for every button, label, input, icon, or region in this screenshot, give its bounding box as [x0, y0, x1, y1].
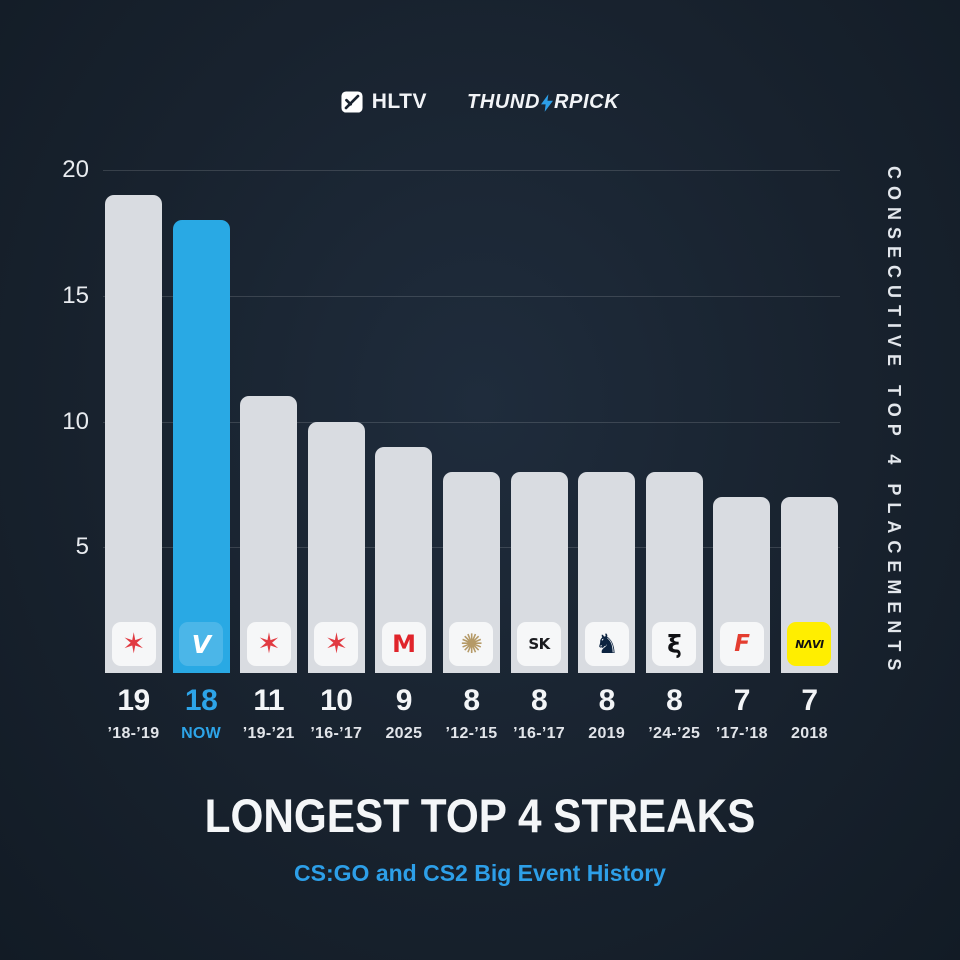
mouz-logo-icon: M	[392, 630, 416, 658]
streak-period: NOW	[181, 725, 222, 742]
streak-period: 2025	[385, 725, 423, 742]
bar-column: F 7 ’17-’18	[713, 170, 771, 758]
header-logos: HLTV THUND RPICK	[0, 90, 960, 114]
chart-title: LONGEST TOP 4 STREAKS	[204, 789, 756, 842]
bar: NΛVI	[780, 496, 838, 673]
team-logo-chip: M	[381, 622, 426, 666]
astralis-logo-icon: ✶	[324, 627, 348, 660]
bar-column: M 9 2025	[375, 170, 433, 758]
bar-chart-plot: ✶ 19 ’18-’19 V 18 NOW ✶ 11 ’19-’21	[62, 156, 840, 742]
streak-value: 8	[598, 684, 616, 717]
streak-period: ’12-’15	[445, 725, 498, 742]
streak-value: 11	[253, 684, 285, 717]
bar: V	[172, 220, 230, 673]
gridline	[103, 421, 840, 423]
bar: ✶	[105, 195, 162, 673]
streak-value: 8	[463, 684, 480, 717]
team-logo-chip: NΛVI	[787, 622, 832, 666]
bar-labels: 8 ’16-’17	[479, 673, 599, 758]
bar-labels: 7 ’17-’18	[682, 673, 802, 758]
gridline	[103, 295, 840, 297]
bar-column: ✺ 8 ’12-’15	[442, 170, 500, 758]
thunderpick-logo: THUND RPICK	[467, 91, 619, 114]
hltv-logo: HLTV	[341, 90, 427, 114]
astralis-logo-icon: ✶	[257, 627, 281, 660]
hltv-icon	[341, 91, 363, 113]
bar-labels: 8 ’12-’15	[411, 673, 531, 758]
navi-logo-icon: NΛVI	[795, 637, 824, 651]
astralis-logo-icon: ✶	[122, 627, 145, 660]
streak-value: 8	[530, 684, 548, 717]
bar-labels: 8 ’24-’25	[614, 673, 734, 758]
streak-period: 2018	[791, 725, 828, 742]
bar-column: ✶ 10 ’16-’17	[307, 170, 365, 758]
faze-logo-icon: F	[734, 630, 750, 657]
y-axis-tick-label: 20	[62, 156, 89, 183]
bar: SK	[510, 471, 568, 673]
streak-period: ’19-’21	[242, 725, 295, 742]
team-logo-chip: F	[719, 622, 764, 666]
bar: M	[375, 446, 433, 673]
streak-value: 18	[184, 684, 218, 717]
team-logo-chip: ♞	[584, 622, 629, 666]
y-axis-title: CONSECUTIVE TOP 4 PLACEMENTS	[884, 166, 904, 678]
streak-value: 19	[117, 684, 150, 717]
nip-logo-icon: ✺	[460, 628, 483, 660]
lightning-bolt-icon	[541, 94, 554, 112]
bar-labels: 8 2019	[547, 673, 667, 758]
bar-column: ξ 8 ’24-’25	[645, 170, 703, 758]
team-logo-chip: V	[179, 622, 224, 666]
streak-value: 7	[733, 684, 751, 717]
bar-column: V 18 NOW	[172, 170, 230, 758]
team-logo-chip: ✶	[246, 622, 291, 666]
thunderpick-wordmark-left: THUND	[467, 90, 541, 113]
spirit-logo-icon: ξ	[667, 629, 682, 659]
chart-subtitle: CS:GO and CS2 Big Event History	[294, 860, 666, 886]
hltv-wordmark: HLTV	[371, 90, 428, 113]
bar-labels: 19 ’18-’19	[74, 673, 194, 758]
bar-column: ✶ 11 ’19-’21	[240, 170, 298, 758]
bar: ♞	[578, 471, 636, 673]
thunderpick-wordmark-right: RPICK	[554, 90, 620, 113]
bar-labels: 9 2025	[344, 673, 464, 758]
y-axis-tick-label: 15	[62, 281, 89, 309]
streak-period: ’18-’19	[107, 725, 160, 742]
streak-period: ’24-’25	[648, 725, 701, 742]
team-logo-chip: ✶	[314, 622, 359, 666]
streak-period: ’16-’17	[310, 725, 363, 742]
bar: ✺	[442, 471, 500, 673]
bar: ξ	[645, 471, 703, 673]
streak-value: 8	[666, 684, 683, 717]
y-axis-tick-label: 10	[62, 407, 89, 435]
bar-column: NΛVI 7 2018	[780, 170, 838, 758]
team-logo-chip: ✺	[449, 622, 494, 666]
team-logo-chip: ξ	[652, 622, 697, 666]
team-logo-chip: ✶	[111, 622, 156, 666]
bar-column: ♞ 8 2019	[578, 170, 636, 758]
bar-labels: 11 ’19-’21	[209, 673, 329, 758]
bar-labels: 7 2018	[749, 673, 869, 758]
liquid-logo-icon: ♞	[594, 628, 619, 660]
bar: ✶	[307, 421, 365, 673]
streak-period: ’16-’17	[513, 725, 566, 742]
y-axis-tick-label: 5	[75, 533, 89, 561]
streak-period: 2019	[588, 725, 626, 742]
bars-container: ✶ 19 ’18-’19 V 18 NOW ✶ 11 ’19-’21	[105, 170, 838, 758]
bar: F	[713, 496, 771, 673]
bar-column: ✶ 19 ’18-’19	[105, 170, 162, 758]
streak-period: ’17-’18	[715, 725, 768, 742]
streak-value: 7	[801, 684, 818, 717]
bar: ✶	[240, 396, 298, 673]
streak-value: 10	[320, 684, 353, 717]
gridline	[103, 170, 840, 171]
team-logo-chip: SK	[517, 622, 562, 666]
bar-column: SK 8 ’16-’17	[510, 170, 568, 758]
vitality-logo-icon: V	[191, 629, 211, 659]
bar-labels: 18 NOW	[141, 673, 261, 758]
bar-labels: 10 ’16-’17	[276, 673, 396, 758]
streak-value: 9	[395, 684, 413, 717]
sk-logo-icon: SK	[528, 634, 550, 653]
